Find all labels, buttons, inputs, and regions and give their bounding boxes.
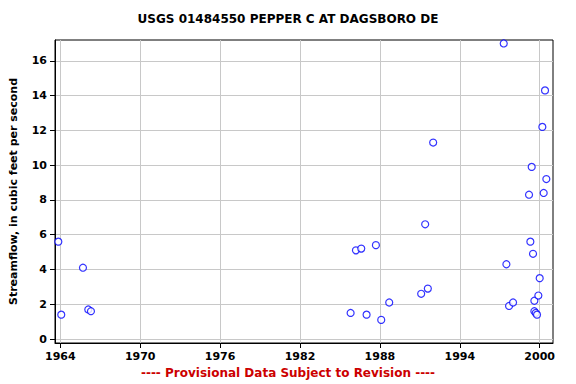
svg-text:10: 10: [32, 159, 48, 172]
svg-text:12: 12: [32, 124, 47, 137]
svg-text:1970: 1970: [125, 350, 156, 363]
svg-text:0: 0: [39, 333, 47, 346]
svg-text:16: 16: [32, 54, 48, 67]
svg-text:14: 14: [32, 89, 48, 102]
svg-text:1976: 1976: [205, 350, 236, 363]
svg-text:USGS 01484550 PEPPER C AT DAGS: USGS 01484550 PEPPER C AT DAGSBORO DE: [138, 12, 439, 26]
svg-text:1994: 1994: [444, 350, 475, 363]
svg-text:6: 6: [39, 228, 47, 241]
svg-text:2: 2: [39, 298, 47, 311]
svg-text:8: 8: [39, 193, 47, 206]
svg-text:2000: 2000: [524, 350, 555, 363]
svg-text:Streamflow, in cubic feet per: Streamflow, in cubic feet per second: [7, 78, 20, 305]
svg-text:4: 4: [39, 263, 47, 276]
svg-text:1964: 1964: [45, 350, 76, 363]
svg-text:1982: 1982: [285, 350, 316, 363]
svg-text:---- Provisional Data Subject: ---- Provisional Data Subject to Revisio…: [141, 366, 435, 380]
svg-text:1988: 1988: [365, 350, 396, 363]
